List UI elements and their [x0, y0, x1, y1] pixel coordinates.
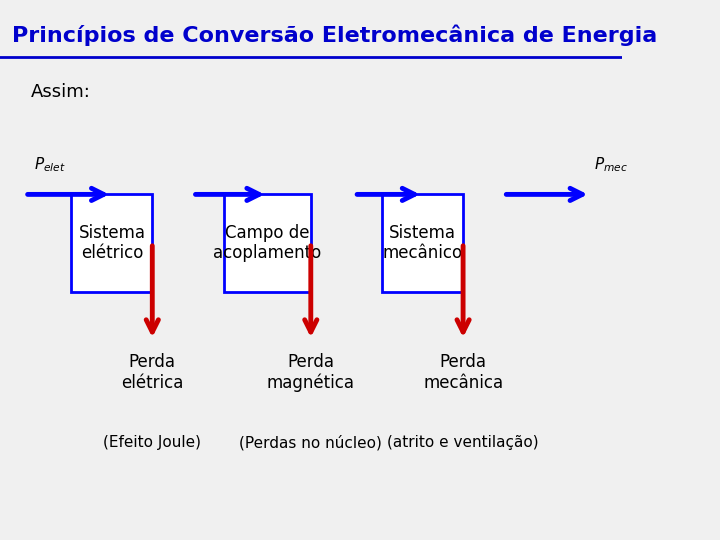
- Text: (atrito e ventilação): (atrito e ventilação): [387, 435, 539, 450]
- Text: Perda
elétrica: Perda elétrica: [121, 353, 184, 392]
- Text: (Perdas no núcleo): (Perdas no núcleo): [239, 435, 382, 450]
- Text: Assim:: Assim:: [31, 83, 91, 101]
- FancyBboxPatch shape: [71, 194, 153, 292]
- Text: $P_{elet}$: $P_{elet}$: [34, 156, 66, 174]
- Text: Perda
magnética: Perda magnética: [267, 353, 355, 392]
- Text: (Efeito Joule): (Efeito Joule): [103, 435, 202, 450]
- Text: Sistema
elétrico: Sistema elétrico: [78, 224, 145, 262]
- FancyBboxPatch shape: [224, 194, 311, 292]
- Text: $P_{mec}$: $P_{mec}$: [593, 156, 628, 174]
- Text: Princípios de Conversão Eletromecânica de Energia: Princípios de Conversão Eletromecânica d…: [12, 24, 657, 46]
- Text: Sistema
mecânico: Sistema mecânico: [382, 224, 463, 262]
- FancyBboxPatch shape: [382, 194, 463, 292]
- Text: Perda
mecânica: Perda mecânica: [423, 353, 503, 392]
- Text: Campo de
acoplamento: Campo de acoplamento: [213, 224, 321, 262]
